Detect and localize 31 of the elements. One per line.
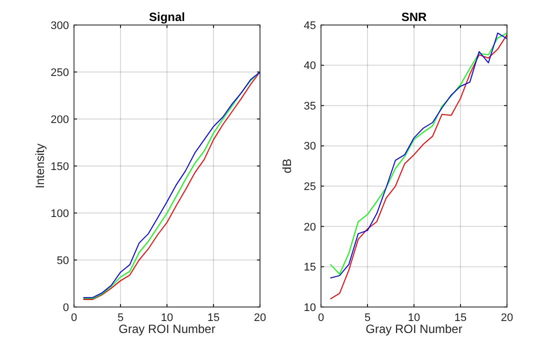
y-axis-title: dB — [280, 158, 294, 174]
y-tick-label: 150 — [50, 160, 69, 173]
y-tick-label: 10 — [304, 302, 316, 314]
x-tick-label: 10 — [160, 312, 174, 324]
y-tick-label: 25 — [304, 180, 316, 193]
x-tick-label: 15 — [454, 312, 467, 324]
chart-title: SNR — [401, 10, 427, 24]
x-tick-label: 10 — [408, 312, 420, 324]
x-tick-label: 0 — [318, 312, 324, 324]
x-tick-label: 20 — [500, 312, 514, 324]
y-tick-label: 20 — [304, 221, 316, 234]
chart-title: Signal — [148, 10, 186, 24]
y-tick-label: 300 — [50, 20, 69, 32]
y-tick-label: 45 — [304, 20, 316, 32]
y-tick-label: 0 — [62, 302, 69, 314]
y-tick-label: 100 — [50, 208, 69, 220]
y-tick-label: 15 — [304, 262, 316, 274]
y-tick-label: 35 — [304, 100, 316, 112]
y-tick-label: 40 — [304, 60, 316, 72]
y-tick-label: 250 — [50, 66, 69, 79]
x-tick-label: 5 — [117, 312, 124, 324]
x-tick-label: 20 — [254, 312, 266, 324]
x-tick-label: 0 — [70, 312, 78, 324]
x-tick-label: 15 — [207, 312, 220, 324]
x-tick-label: 5 — [364, 312, 371, 324]
x-axis-title: Gray ROI Number — [366, 322, 462, 336]
y-axis-title: Intensity — [33, 144, 47, 188]
x-axis-title: Gray ROI Number — [118, 322, 216, 336]
y-tick-label: 50 — [56, 254, 69, 267]
y-tick-label: 200 — [50, 114, 69, 126]
y-tick-label: 30 — [304, 140, 316, 153]
